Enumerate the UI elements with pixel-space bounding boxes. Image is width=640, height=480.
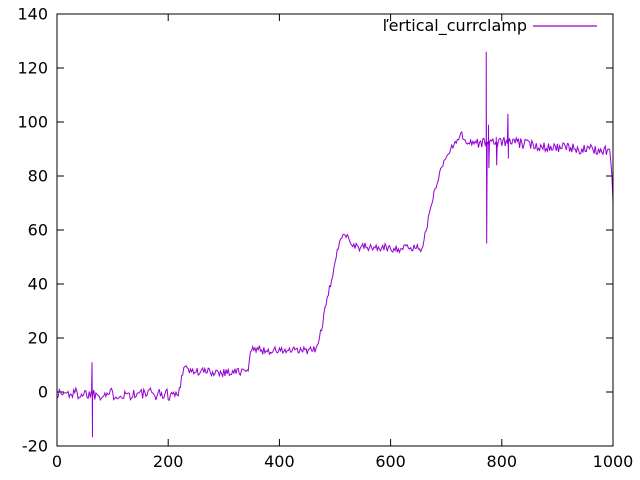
y-tick-label: 60 [28,221,48,240]
series-line [57,51,613,438]
x-tick-label: 400 [264,452,295,471]
y-tick-label: -20 [22,437,48,456]
y-tick-labels: -20 0 20 40 60 80 100 120 140 [17,5,48,456]
y-tick-label: 80 [28,167,48,186]
x-tick-label: 1000 [593,452,634,471]
y-tick-label: 140 [17,5,48,24]
x-tick-labels: 0 200 400 600 800 1000 [52,452,633,471]
x-tick-label: 600 [375,452,406,471]
legend-label: ľertical_currclamp [383,16,527,36]
y-tick-label: 40 [28,275,48,294]
legend: ľertical_currclamp [383,16,597,36]
y-tick-label: 20 [28,329,48,348]
plot-border [56,13,614,447]
x-tick-label: 200 [153,452,184,471]
y-tick-label: 0 [38,383,48,402]
x-tick-label: 800 [487,452,518,471]
y-tick-label: 100 [17,113,48,132]
y-tick-label: 120 [17,59,48,78]
x-tick-label: 0 [52,452,62,471]
